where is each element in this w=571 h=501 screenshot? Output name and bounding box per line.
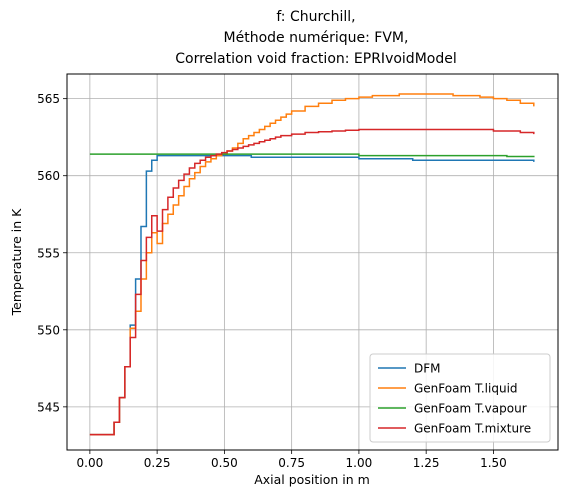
y-tick-label: 555 — [37, 246, 60, 260]
x-tick-label: 1.25 — [413, 456, 440, 470]
y-tick-label: 550 — [37, 323, 60, 337]
x-tick-label: 0.00 — [77, 456, 104, 470]
x-tick-label: 0.25 — [144, 456, 171, 470]
chart-title-line-3: Correlation void fraction: EPRIvoidModel — [175, 51, 456, 67]
legend: DFM GenFoam T.liquid GenFoam T.vapour GenFo… — [370, 354, 550, 442]
legend-label: GenFoam T.vapour — [414, 402, 527, 416]
x-tick-label: 0.75 — [278, 456, 305, 470]
legend-label: GenFoam T.mixture — [414, 422, 531, 436]
chart-title-line-2: Méthode numérique: FVM, — [224, 30, 409, 46]
x-axis-ticks: 0.00 0.25 0.50 0.75 1.00 1.25 1.50 — [77, 450, 507, 470]
y-tick-label: 560 — [37, 169, 60, 183]
legend-label: GenFoam T.liquid — [414, 382, 518, 396]
x-tick-label: 1.50 — [480, 456, 507, 470]
x-tick-label: 0.50 — [211, 456, 238, 470]
chart-title-line-1: f: Churchill, — [276, 9, 355, 25]
y-tick-label: 545 — [37, 400, 60, 414]
y-axis-label: Temperature in K — [9, 208, 24, 317]
y-tick-label: 565 — [37, 92, 60, 106]
chart-title: f: Churchill, Méthode numérique: FVM, Co… — [175, 9, 456, 67]
y-axis-ticks: 545 550 555 560 565 — [37, 92, 67, 414]
legend-label: DFM — [414, 362, 441, 376]
x-tick-label: 1.00 — [346, 456, 373, 470]
x-axis-label: Axial position in m — [254, 472, 370, 487]
